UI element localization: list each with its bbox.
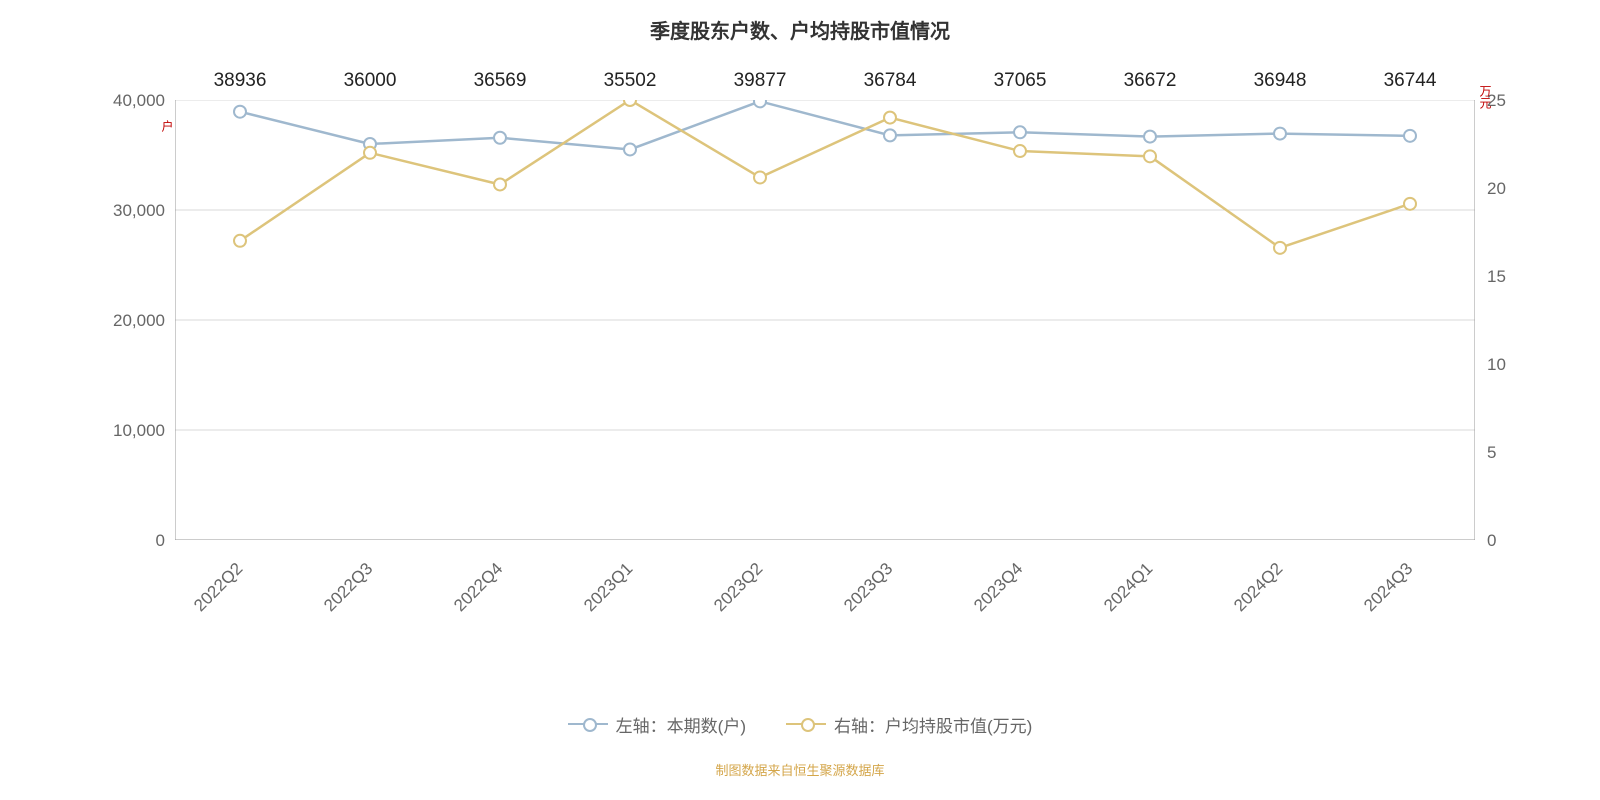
x-tick: 2023Q2 <box>682 559 767 644</box>
data-label: 36000 <box>344 70 397 92</box>
x-tick: 2022Q3 <box>292 559 377 644</box>
data-label: 36672 <box>1124 70 1177 92</box>
x-tick: 2023Q4 <box>942 559 1027 644</box>
data-label: 36784 <box>864 70 917 92</box>
y-right-tick: 10 <box>1487 355 1506 375</box>
data-label: 39877 <box>734 70 787 92</box>
x-tick: 2023Q3 <box>812 559 897 644</box>
y-left-tick: 0 <box>85 531 165 551</box>
x-tick: 2024Q1 <box>1072 559 1157 644</box>
y-right-tick: 5 <box>1487 443 1496 463</box>
x-tick: 2022Q2 <box>162 559 247 644</box>
legend-item: 右轴：户均持股市值(万元) <box>786 712 1032 737</box>
y-right-tick: 15 <box>1487 267 1506 287</box>
chart-title: 季度股东户数、户均持股市值情况 <box>0 15 1600 44</box>
attribution-text: 制图数据来自恒生聚源数据库 <box>0 760 1600 779</box>
y-right-tick: 25 <box>1487 91 1506 111</box>
y-left-tick: 10,000 <box>85 421 165 441</box>
y-left-tick: 20,000 <box>85 311 165 331</box>
data-label: 36948 <box>1254 70 1307 92</box>
legend-item: 左轴：本期数(户) <box>568 712 746 737</box>
y-right-tick: 20 <box>1487 179 1506 199</box>
data-label: 38936 <box>214 70 267 92</box>
data-label: 35502 <box>604 70 657 92</box>
left-axis-unit: 户 <box>159 120 176 132</box>
legend-label: 左轴：本期数(户) <box>616 712 746 737</box>
chart-container: 季度股东户数、户均持股市值情况 户 万元 010,00020,00030,000… <box>0 0 1600 800</box>
data-label: 36744 <box>1384 70 1437 92</box>
x-tick: 2024Q3 <box>1332 559 1417 644</box>
y-right-tick: 0 <box>1487 531 1496 551</box>
legend: 左轴：本期数(户) 右轴：户均持股市值(万元) <box>0 710 1600 737</box>
legend-label: 右轴：户均持股市值(万元) <box>834 712 1032 737</box>
y-left-tick: 30,000 <box>85 201 165 221</box>
data-label: 37065 <box>994 70 1047 92</box>
x-tick: 2022Q4 <box>422 559 507 644</box>
y-left-tick: 40,000 <box>85 91 165 111</box>
x-tick: 2023Q1 <box>552 559 637 644</box>
plot-area <box>175 100 1475 540</box>
x-tick: 2024Q2 <box>1202 559 1287 644</box>
data-label: 36569 <box>474 70 527 92</box>
